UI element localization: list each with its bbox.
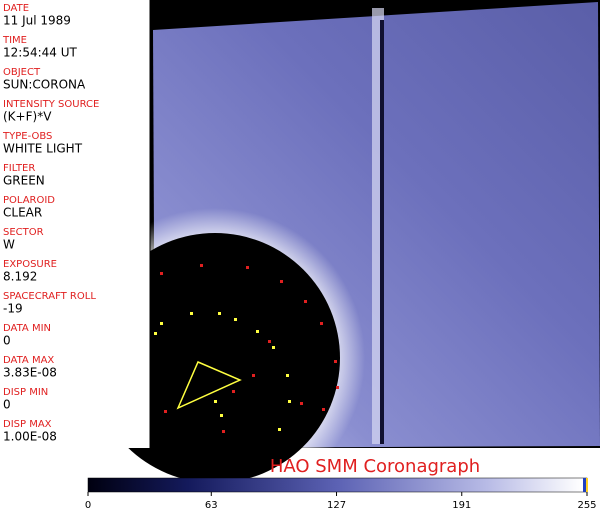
field-value: W (3, 238, 15, 252)
colorbar-end (586, 478, 588, 492)
info-panel (0, 0, 150, 448)
field-label: TYPE-OBS (2, 131, 52, 142)
colorbar-end (583, 478, 587, 492)
field-label: INTENSITY SOURCE (3, 99, 99, 110)
field-value: -19 (3, 302, 23, 316)
colorbar-tick-label: 0 (85, 500, 91, 511)
title: HAO SMM Coronagraph (270, 456, 480, 477)
field-label: DATE (3, 3, 29, 14)
occulter (90, 233, 340, 483)
field-value: (K+F)*V (3, 110, 52, 124)
field-label: TIME (2, 35, 27, 46)
colorbar-tick-label: 63 (205, 500, 218, 511)
field-value: 11 Jul 1989 (3, 14, 71, 28)
field-label: SECTOR (3, 227, 44, 238)
field-value: SUN:CORONA (3, 78, 86, 92)
colorbar (87, 477, 588, 493)
field-value: 8.192 (3, 270, 37, 284)
field-label: DATA MIN (3, 323, 51, 334)
field-label: FILTER (3, 163, 35, 174)
field-value: 3.83E-08 (3, 366, 57, 380)
streak-dark (380, 20, 384, 444)
field-value: 0 (3, 334, 11, 348)
field-label: OBJECT (3, 67, 41, 78)
markers-yellow (154, 312, 291, 431)
field-label: DISP MIN (3, 387, 48, 398)
field-value: 0 (3, 398, 11, 412)
field-value: 12:54:44 UT (3, 46, 77, 60)
field-label: DISP MAX (3, 419, 52, 430)
field-value: WHITE LIGHT (3, 142, 83, 156)
field-value: 1.00E-08 (3, 430, 57, 444)
field-label: EXPOSURE (3, 259, 57, 270)
field-label: POLAROID (3, 195, 55, 206)
colorbar-tick-label: 191 (452, 500, 471, 511)
field-value: GREEN (3, 174, 45, 188)
pylon-outline (176, 361, 242, 410)
field-value: CLEAR (3, 206, 42, 220)
markers (160, 264, 339, 433)
field-label: SPACECRAFT ROLL (3, 291, 96, 302)
field-label: DATA MAX (3, 355, 54, 366)
colorbar-tick-label: 127 (327, 500, 346, 511)
colorbar-tick-label: 255 (577, 500, 596, 511)
